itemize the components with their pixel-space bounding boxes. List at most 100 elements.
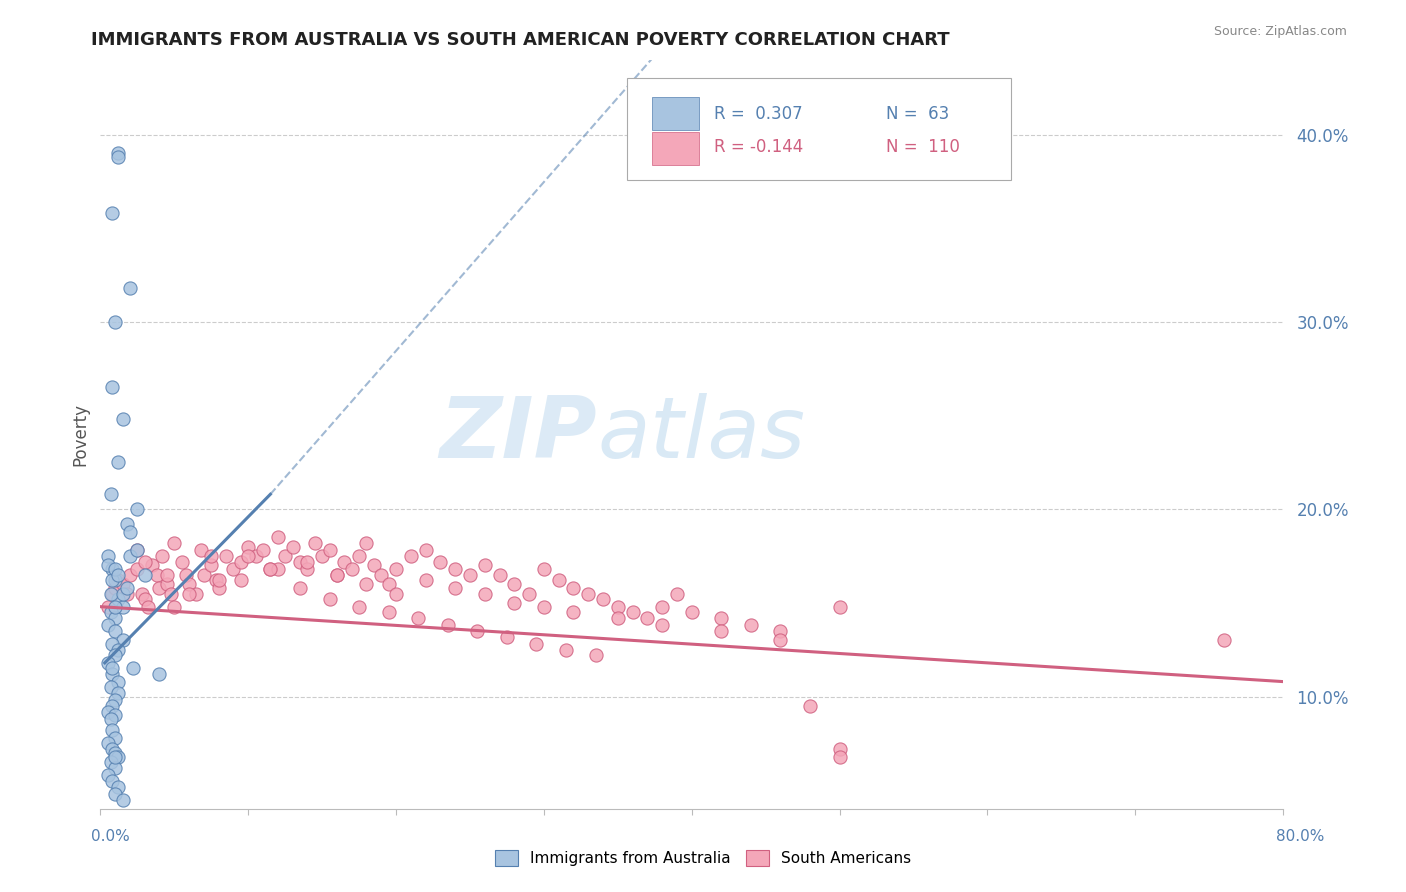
Point	[288, 555, 311, 569]
Point	[118, 549, 141, 563]
Point	[101, 380, 124, 394]
Point	[503, 596, 526, 610]
Point	[207, 581, 229, 595]
Point	[533, 599, 555, 614]
Point	[377, 605, 399, 619]
Point	[107, 780, 129, 794]
Point	[107, 146, 129, 161]
Point	[107, 642, 129, 657]
Point	[111, 577, 134, 591]
Point	[104, 581, 127, 595]
Point	[474, 586, 496, 600]
FancyBboxPatch shape	[651, 97, 699, 130]
Point	[127, 562, 149, 576]
Point	[163, 536, 186, 550]
Point	[415, 543, 437, 558]
Point	[107, 567, 129, 582]
Point	[115, 517, 138, 532]
Point	[127, 502, 149, 516]
Point	[281, 540, 304, 554]
Point	[267, 562, 290, 576]
Point	[104, 574, 127, 588]
Point	[101, 773, 124, 788]
Point	[347, 599, 370, 614]
Point	[156, 577, 179, 591]
Point	[222, 562, 245, 576]
Point	[97, 768, 120, 782]
Point	[288, 581, 311, 595]
Point	[415, 574, 437, 588]
Point	[406, 611, 429, 625]
Point	[156, 567, 179, 582]
Point	[170, 555, 193, 569]
Point	[297, 562, 319, 576]
Point	[97, 599, 120, 614]
Point	[177, 586, 200, 600]
Point	[118, 281, 141, 295]
Point	[267, 530, 290, 544]
Point	[547, 574, 569, 588]
Point	[107, 455, 129, 469]
Point	[356, 536, 378, 550]
Point	[363, 558, 385, 573]
Point	[122, 661, 145, 675]
Text: R =  0.307: R = 0.307	[714, 104, 803, 122]
Point	[681, 605, 703, 619]
Point	[340, 562, 363, 576]
Point	[356, 577, 378, 591]
Point	[107, 574, 129, 588]
Point	[458, 567, 481, 582]
Point	[101, 206, 124, 220]
Point	[555, 642, 578, 657]
Point	[740, 618, 762, 632]
Point	[828, 599, 851, 614]
Point	[517, 586, 540, 600]
Point	[651, 618, 673, 632]
Point	[636, 611, 658, 625]
Point	[318, 592, 340, 607]
Point	[104, 624, 127, 638]
Text: IMMIGRANTS FROM AUSTRALIA VS SOUTH AMERICAN POVERTY CORRELATION CHART: IMMIGRANTS FROM AUSTRALIA VS SOUTH AMERI…	[91, 31, 950, 49]
Point	[107, 592, 129, 607]
Point	[370, 567, 392, 582]
Point	[651, 599, 673, 614]
Text: ZIP: ZIP	[440, 392, 598, 475]
Point	[304, 536, 326, 550]
Point	[229, 574, 252, 588]
Point	[318, 543, 340, 558]
Text: 80.0%: 80.0%	[1277, 830, 1324, 844]
Point	[200, 549, 222, 563]
FancyBboxPatch shape	[651, 132, 699, 165]
Point	[118, 567, 141, 582]
Point	[592, 592, 614, 607]
Point	[177, 577, 200, 591]
Point	[562, 605, 585, 619]
Point	[141, 558, 163, 573]
Point	[97, 705, 120, 719]
Point	[174, 567, 197, 582]
Point	[97, 656, 120, 670]
Point	[118, 524, 141, 539]
Text: N =  110: N = 110	[886, 138, 959, 156]
Point	[311, 549, 333, 563]
Point	[145, 567, 167, 582]
Point	[152, 549, 174, 563]
Point	[100, 712, 122, 726]
Point	[104, 315, 127, 329]
Point	[101, 723, 124, 738]
Point	[107, 674, 129, 689]
Point	[134, 555, 156, 569]
Point	[193, 567, 215, 582]
Point	[503, 577, 526, 591]
Point	[97, 558, 120, 573]
Point	[97, 618, 120, 632]
Point	[710, 624, 733, 638]
Text: 0.0%: 0.0%	[91, 830, 131, 844]
Point	[131, 586, 153, 600]
Point	[101, 562, 124, 576]
Point	[274, 549, 297, 563]
Point	[160, 586, 183, 600]
Point	[665, 586, 688, 600]
Point	[606, 599, 628, 614]
Point	[828, 749, 851, 764]
